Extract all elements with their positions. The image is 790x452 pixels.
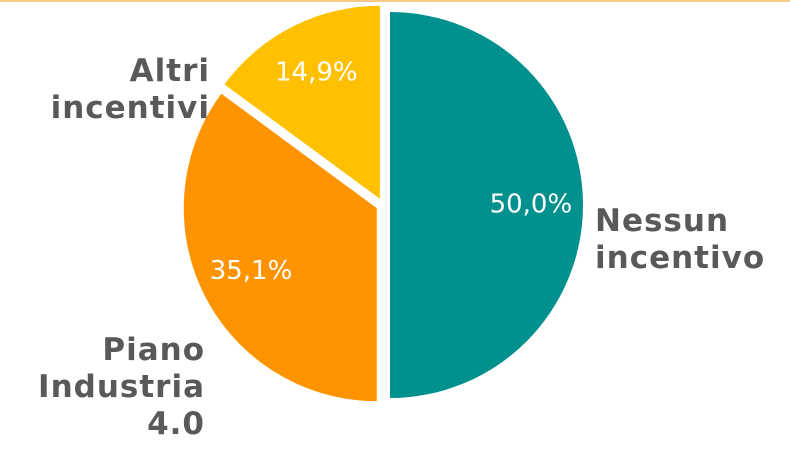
pie-slice — [390, 12, 583, 398]
value-label: 14,9% — [275, 58, 358, 88]
category-label: Piano Industria 4.0 — [38, 332, 205, 442]
value-label: 50,0% — [490, 190, 573, 220]
value-label: 35,1% — [210, 256, 293, 286]
pie-slice — [224, 5, 380, 199]
category-label: Altri incentivi — [50, 53, 211, 126]
pie-slice — [183, 93, 377, 402]
category-label: Nessun incentivo — [595, 203, 766, 276]
